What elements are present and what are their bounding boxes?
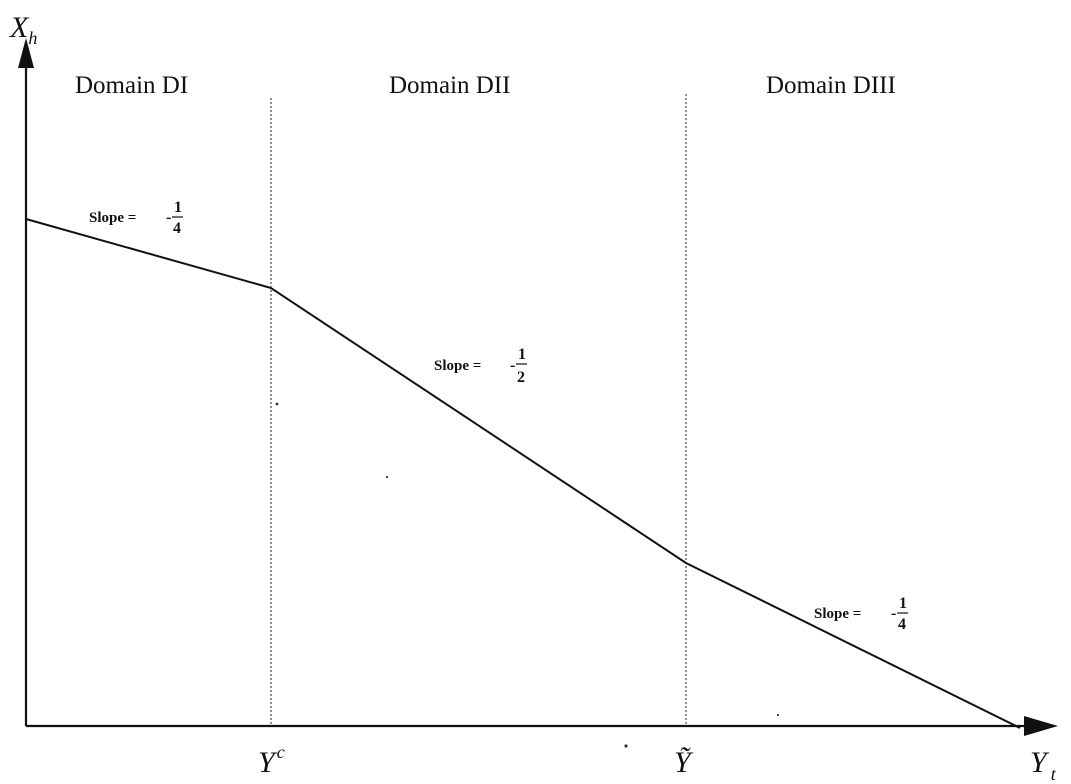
domain-label-3: Domain DIII: [766, 72, 896, 99]
y-axis-title: Xh: [9, 11, 37, 48]
slope-label-1: Slope =: [89, 210, 136, 226]
scan-speck: [624, 744, 628, 748]
slope-numerator-3: 1: [899, 595, 907, 612]
slope-denominator-1: 4: [173, 220, 181, 237]
scan-speck: [275, 402, 279, 406]
domain-label-1: Domain DI: [75, 72, 188, 99]
slope-numerator-1: 1: [174, 199, 182, 216]
x-axis-subscript: t: [1051, 764, 1057, 784]
slope-label-2: Slope =: [434, 358, 481, 374]
x-axis-arrowhead: [1024, 716, 1058, 736]
x-tick-ytilde-symbol: Ỹ: [674, 746, 694, 779]
x-tick-ytilde: Ỹ: [674, 746, 694, 779]
domain-label-2: Domain DII: [389, 72, 511, 99]
slope-sign-2: -: [510, 357, 515, 374]
slope-denominator-2: 2: [517, 369, 525, 386]
slope-annotation-1: Slope = - 1 4: [89, 199, 183, 237]
scan-speck: [776, 713, 780, 717]
slope-numerator-2: 1: [518, 346, 526, 363]
y-axis-subscript: h: [28, 28, 37, 48]
slope-annotation-2: Slope = - 1 2: [434, 346, 527, 386]
slope-label-3: Slope =: [814, 606, 861, 622]
slope-sign-1: -: [166, 209, 171, 226]
x-tick-yc-symbol: Y: [258, 746, 278, 779]
x-tick-yc-superscript: c: [277, 742, 285, 762]
y-axis-symbol: X: [9, 11, 30, 44]
scan-speck: [385, 475, 389, 479]
y-axis-arrowhead: [18, 38, 34, 68]
slope-denominator-3: 4: [898, 616, 906, 633]
x-axis-symbol: Y: [1030, 746, 1050, 779]
slope-annotation-3: Slope = - 1 4: [814, 595, 908, 633]
slope-sign-3: -: [891, 605, 896, 622]
piecewise-curve: [25, 218, 1021, 729]
